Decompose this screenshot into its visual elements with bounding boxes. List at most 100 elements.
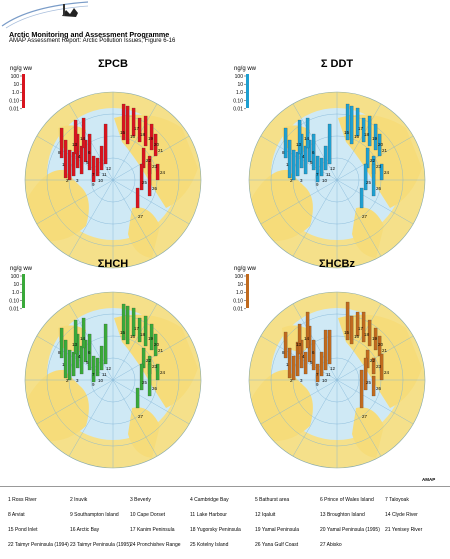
site-bar: [137, 317, 142, 343]
scale-tick-label: 0.10: [9, 298, 19, 304]
site-number: 3: [76, 378, 79, 383]
site-bar: [155, 163, 160, 181]
site-bar: [379, 353, 384, 381]
site-bar: [291, 355, 296, 381]
site-number: 16: [354, 334, 360, 339]
site-number: 14: [304, 336, 310, 341]
site-number: 19: [372, 336, 378, 341]
site-number: 27: [138, 214, 144, 219]
site-number: 26: [376, 386, 382, 391]
site-bar: [95, 357, 100, 377]
map-border: [248, 291, 426, 469]
map-border: [24, 91, 202, 269]
legend-item: 16 Arctic Bay: [70, 527, 100, 533]
site-bar: [287, 139, 292, 179]
site-number: 19: [372, 136, 378, 141]
scale-tick-label: 100: [235, 274, 244, 280]
scale-tick-label: 0.10: [9, 98, 19, 104]
unit-label: ng/g ww: [234, 66, 257, 72]
site-bar: [79, 145, 84, 175]
site-bar: [377, 133, 382, 157]
site-bar: [297, 323, 302, 355]
site-bar: [91, 355, 96, 383]
site-number: 17: [358, 126, 364, 131]
scale-bar: [246, 74, 249, 108]
site-number: 4: [302, 354, 305, 359]
site-number: 18: [140, 132, 146, 137]
site-number: 21: [382, 148, 388, 153]
site-number: 26: [152, 386, 158, 391]
site-bar: [87, 133, 92, 171]
legend-item: 23 Taimyr Peninsula (1995): [70, 542, 131, 548]
site-number: 22: [146, 158, 152, 163]
site-number: 9: [316, 382, 319, 387]
legend-item: 1 Ross River: [8, 497, 37, 503]
page-subtitle: AMAP Assessment Report: Arctic Pollution…: [9, 38, 176, 44]
site-bars: [59, 303, 160, 409]
site-number: 25: [142, 380, 148, 385]
legend-item: 21 Yenisey River: [385, 527, 423, 533]
meridian-line: [336, 179, 382, 257]
site-number: 9: [316, 182, 319, 187]
site-bar: [135, 387, 140, 409]
legend-item: 4 Cambridge Bay: [190, 497, 229, 503]
site-number: 21: [158, 348, 164, 353]
site-number: 7: [92, 172, 95, 177]
site-bar: [131, 307, 136, 337]
site-number: 26: [152, 186, 158, 191]
site-bar: [73, 319, 78, 355]
north-america-landmass: [249, 369, 313, 441]
legend-item: 5 Bathurst area: [255, 497, 290, 503]
legend-item: 24 Pronchishev Range: [130, 542, 181, 548]
site-bar: [139, 363, 144, 391]
site-number: 24: [160, 370, 166, 375]
site-bar: [121, 303, 126, 341]
site-bar: [73, 119, 78, 155]
site-bar: [327, 329, 332, 365]
site-number: 5: [86, 360, 89, 365]
meridian-line: [336, 303, 382, 381]
site-number: 2: [290, 378, 293, 383]
scale-tick-label: 10: [13, 82, 19, 88]
site-number: 20: [378, 342, 384, 347]
site-number: 11: [326, 172, 331, 177]
site-number: 22: [146, 358, 152, 363]
site-bar: [153, 133, 158, 157]
site-bar: [291, 149, 296, 181]
site-number: 14: [80, 336, 86, 341]
site-number: 19: [148, 336, 154, 341]
site-bar: [295, 151, 300, 177]
site-number: 1: [62, 162, 65, 167]
site-number: 6: [312, 350, 315, 355]
site-bars: [283, 103, 384, 209]
site-number: 9: [92, 382, 95, 387]
meridian-line: [292, 179, 338, 257]
unit-label: ng/g ww: [10, 66, 33, 72]
site-bar: [327, 123, 332, 165]
site-number: 7: [316, 172, 319, 177]
site-bar: [323, 145, 328, 171]
site-legend: 1 Ross River 2 Inuvik 3 Beverly 4 Cambridge…: [0, 486, 450, 559]
site-bar: [67, 349, 72, 381]
site-bar: [121, 103, 126, 141]
scale-tick-label: 1.0: [236, 90, 243, 96]
site-bar: [81, 117, 86, 149]
site-bar: [79, 345, 84, 375]
legend-item: 17 Kanim Peninsula: [130, 527, 175, 533]
scale-tick-label: 100: [11, 74, 20, 80]
site-number: 1: [286, 162, 289, 167]
site-number: 14: [80, 136, 86, 141]
site-number: 2: [66, 178, 69, 183]
site-bar: [71, 151, 76, 177]
site-bar: [63, 339, 68, 379]
panel-ddt: Σ DDT ng/g ww 100 10 1.0 0.10 0.01 1 2 3 4 5 6 7 8 9 1…: [226, 58, 448, 284]
north-america-landmass: [249, 169, 313, 241]
scale-tick-label: 100: [235, 74, 244, 80]
site-number: 21: [158, 148, 164, 153]
site-number: 5: [310, 360, 313, 365]
site-bar: [363, 163, 368, 191]
site-number: 25: [366, 180, 372, 185]
site-labels: 12 34567891011121314151617181920212223242…: [58, 126, 166, 219]
meridian-line: [260, 379, 338, 425]
